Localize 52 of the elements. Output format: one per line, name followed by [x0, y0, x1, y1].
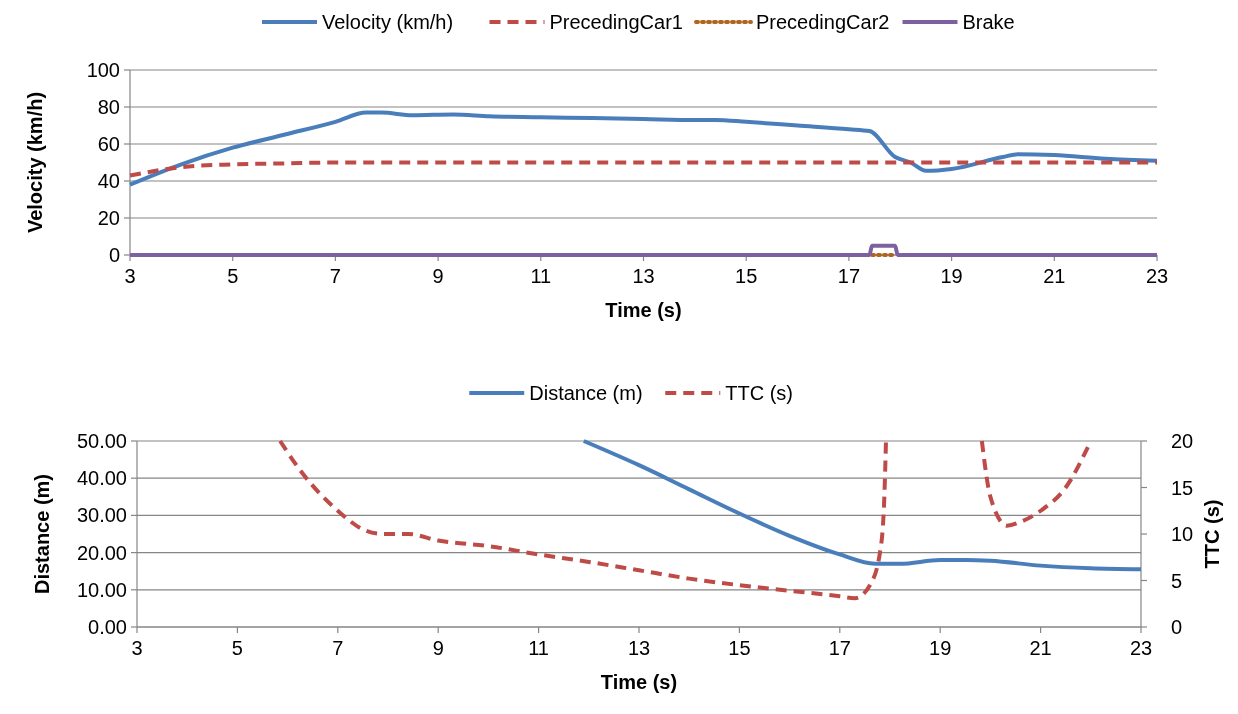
y2-tick-label: 15 [1171, 476, 1194, 499]
legend-label: Distance (m) [529, 382, 643, 404]
y2-tick-label: 10 [1171, 523, 1194, 545]
y-tick-label: 100 [86, 59, 120, 81]
x-tick-label: 5 [231, 637, 243, 659]
y-tick-label: 40 [97, 170, 120, 192]
x-tick-label: 7 [329, 265, 341, 287]
legend-label: Brake [962, 11, 1015, 33]
y2-tick-label: 0 [1171, 616, 1183, 638]
x-tick-label: 15 [728, 637, 751, 659]
legend-label: PrecedingCar2 [756, 11, 890, 33]
x-tick-label: 19 [940, 265, 963, 287]
legend-label: TTC (s) [725, 382, 794, 404]
x-tick-label: 3 [124, 265, 136, 287]
y-tick-label: 60 [97, 133, 120, 155]
y-tick-label: 20.00 [76, 541, 127, 564]
x-tick-label: 13 [632, 265, 655, 287]
line-series [128, 160, 1159, 178]
line-series [581, 439, 1143, 572]
legend-label: Velocity (km/h) [322, 11, 454, 33]
y-tick-label: 80 [97, 96, 120, 118]
y2-tick-label: 20 [1171, 430, 1194, 452]
x-tick-label: 7 [332, 637, 344, 659]
y-tick-label: 0 [108, 244, 120, 266]
x-tick-label: 17 [828, 637, 851, 659]
y2-axis-title: TTC (s) [1201, 499, 1223, 569]
x-tick-label: 13 [627, 637, 651, 659]
y-axis-title: Velocity (km/h) [24, 91, 46, 234]
x-tick-label: 3 [131, 637, 143, 659]
x-tick-label: 9 [432, 265, 444, 287]
y-tick-label: 0.00 [88, 616, 127, 638]
x-tick-label: 17 [837, 265, 861, 287]
x-tick-label: 23 [1129, 637, 1153, 659]
x-tick-label: 5 [227, 265, 239, 287]
x-tick-label: 11 [530, 265, 552, 287]
y2-tick-label: 5 [1171, 569, 1183, 592]
y-tick-label: 20 [97, 207, 120, 229]
x-tick-label: 21 [1043, 265, 1066, 287]
y-tick-label: 10.00 [76, 578, 127, 601]
x-axis-title: Time (s) [605, 299, 682, 321]
x-tick-label: 15 [735, 265, 758, 287]
x-axis-title: Time (s) [600, 671, 678, 693]
x-tick-label: 19 [929, 637, 952, 659]
y-axis-title: Distance (m) [31, 473, 53, 595]
x-tick-label: 9 [432, 637, 444, 659]
y-tick-label: 40.00 [76, 467, 127, 490]
x-tick-label: 23 [1145, 265, 1169, 287]
x-tick-label: 21 [1029, 637, 1052, 659]
y-tick-label: 50.00 [76, 430, 127, 452]
x-tick-label: 11 [528, 637, 549, 659]
legend-label: PrecedingCar1 [549, 11, 683, 33]
y-tick-label: 30.00 [76, 504, 127, 527]
